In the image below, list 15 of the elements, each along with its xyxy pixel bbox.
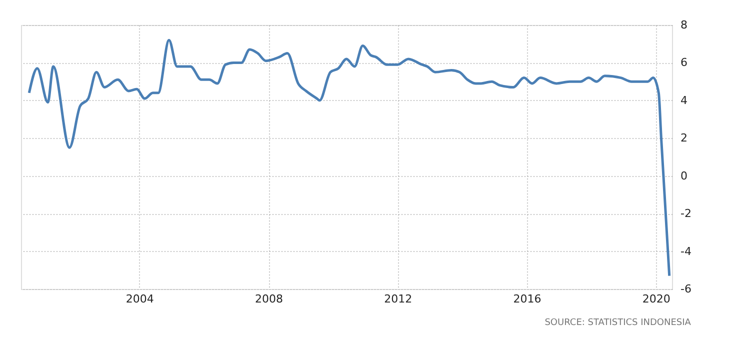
y-tick-label: 8 (680, 18, 688, 32)
x-tick-label: 2020 (642, 292, 670, 306)
y-tick-label: 2 (680, 132, 688, 145)
y-tick-label: 6 (680, 56, 688, 70)
y-tick-label: 4 (680, 94, 688, 107)
y-tick-label: -2 (680, 207, 692, 220)
y-tick-label: 0 (680, 169, 688, 182)
x-tick-label: 2012 (384, 292, 412, 306)
y-tick-label: -6 (680, 282, 692, 296)
x-tick-label: 2016 (513, 292, 542, 306)
line-series (28, 38, 671, 278)
x-tick-label: 2008 (255, 292, 284, 306)
source-note: SOURCE: STATISTICS INDONESIA (544, 318, 692, 328)
y-tick-label: -4 (680, 244, 692, 258)
x-tick-label: 2004 (126, 292, 154, 306)
